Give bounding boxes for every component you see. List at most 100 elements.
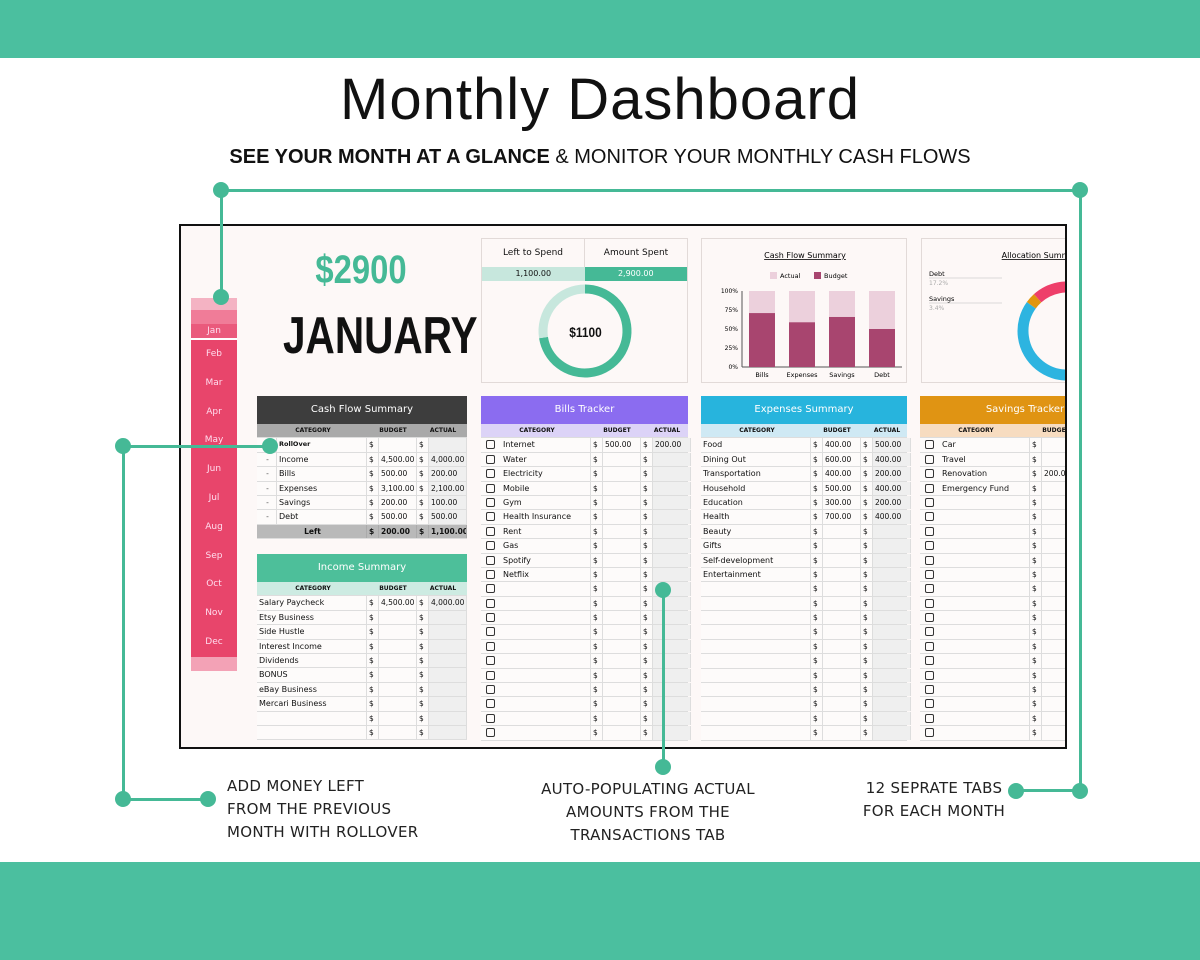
checkbox[interactable] (925, 713, 934, 723)
budget-value[interactable]: 500.00 (379, 510, 417, 524)
budget-value[interactable] (1042, 438, 1065, 451)
budget-value[interactable] (603, 596, 641, 611)
checkbox[interactable] (486, 440, 495, 450)
budget-value[interactable] (1042, 697, 1065, 710)
checkbox[interactable] (925, 613, 934, 623)
checkbox[interactable] (925, 454, 934, 464)
checkbox[interactable] (925, 584, 934, 594)
budget-value[interactable]: 600.00 (823, 452, 861, 467)
checkbox[interactable] (486, 670, 495, 680)
checkbox[interactable] (486, 512, 495, 522)
month-tab-jun[interactable]: Jun (191, 455, 237, 484)
budget-value[interactable] (1042, 669, 1065, 682)
checkbox[interactable] (486, 598, 495, 608)
budget-value[interactable] (1042, 726, 1065, 739)
budget-value[interactable] (1042, 568, 1065, 581)
budget-value[interactable] (603, 467, 641, 481)
checkbox[interactable] (486, 685, 495, 695)
budget-value[interactable]: 400.00 (823, 467, 861, 481)
budget-value[interactable] (823, 567, 861, 582)
checkbox[interactable] (486, 454, 495, 464)
budget-value[interactable] (603, 539, 641, 553)
budget-value[interactable] (603, 668, 641, 683)
month-tab-jul[interactable]: Jul (191, 483, 237, 513)
budget-value[interactable] (379, 625, 417, 639)
checkbox[interactable] (486, 497, 495, 507)
budget-value[interactable] (823, 625, 861, 639)
month-tab-dec[interactable]: Dec (191, 627, 237, 657)
month-tab-sep[interactable]: Sep (191, 541, 237, 571)
budget-value[interactable] (1042, 525, 1065, 538)
budget-value[interactable] (1042, 510, 1065, 523)
checkbox[interactable] (925, 541, 934, 551)
checkbox[interactable] (925, 627, 934, 637)
budget-value[interactable]: 300.00 (823, 495, 861, 510)
budget-value[interactable] (823, 697, 861, 711)
budget-value[interactable] (603, 582, 641, 596)
checkbox[interactable] (486, 569, 495, 579)
budget-value[interactable] (1042, 625, 1065, 638)
checkbox[interactable] (925, 670, 934, 680)
budget-value[interactable] (603, 495, 641, 510)
checkbox[interactable] (925, 728, 934, 738)
checkbox[interactable] (486, 483, 495, 493)
budget-value[interactable] (1042, 712, 1065, 725)
budget-value[interactable] (379, 711, 417, 725)
budget-value[interactable] (1042, 611, 1065, 624)
budget-value[interactable] (603, 481, 641, 495)
checkbox[interactable] (486, 713, 495, 723)
budget-value[interactable] (1042, 554, 1065, 567)
checkbox[interactable] (925, 526, 934, 536)
budget-value[interactable]: 200.00 (379, 495, 417, 510)
budget-value[interactable]: 3,100.00 (379, 481, 417, 495)
budget-value[interactable] (603, 639, 641, 654)
budget-value[interactable] (603, 697, 641, 711)
budget-value[interactable] (379, 653, 417, 668)
budget-value[interactable] (603, 553, 641, 567)
budget-value[interactable] (823, 582, 861, 596)
budget-value[interactable]: 500.00 (823, 481, 861, 495)
checkbox[interactable] (925, 469, 934, 479)
budget-value[interactable] (1042, 453, 1065, 466)
budget-value[interactable] (379, 438, 417, 452)
month-tab-apr[interactable]: Apr (191, 397, 237, 427)
budget-value[interactable] (1042, 496, 1065, 509)
checkbox[interactable] (486, 641, 495, 651)
checkbox[interactable] (486, 728, 495, 738)
budget-value[interactable] (379, 697, 417, 711)
budget-value[interactable]: 500.00 (379, 467, 417, 481)
budget-value[interactable] (1042, 582, 1065, 595)
checkbox[interactable] (925, 656, 934, 666)
budget-value[interactable] (603, 726, 641, 740)
budget-value[interactable] (603, 654, 641, 668)
budget-value[interactable] (823, 639, 861, 654)
budget-value[interactable] (603, 567, 641, 582)
checkbox[interactable] (486, 469, 495, 479)
checkbox[interactable] (925, 497, 934, 507)
budget-value[interactable] (823, 539, 861, 553)
budget-value[interactable] (1042, 539, 1065, 552)
budget-value[interactable] (1042, 482, 1065, 495)
budget-value[interactable] (603, 524, 641, 539)
checkbox[interactable] (925, 512, 934, 522)
checkbox[interactable] (925, 641, 934, 651)
checkbox[interactable] (486, 584, 495, 594)
budget-value[interactable]: 200.00 (1042, 467, 1065, 480)
checkbox[interactable] (925, 699, 934, 709)
budget-value[interactable] (823, 553, 861, 567)
budget-value[interactable] (603, 625, 641, 639)
month-tab-oct[interactable]: Oct (191, 570, 237, 600)
budget-value[interactable] (603, 510, 641, 524)
checkbox[interactable] (486, 613, 495, 623)
budget-value[interactable] (379, 610, 417, 625)
budget-value[interactable] (1042, 597, 1065, 610)
budget-value[interactable]: 700.00 (823, 510, 861, 524)
budget-value[interactable] (823, 611, 861, 625)
budget-value[interactable] (823, 668, 861, 683)
budget-value[interactable] (379, 639, 417, 653)
checkbox[interactable] (486, 627, 495, 637)
budget-value[interactable] (1042, 654, 1065, 667)
budget-value[interactable] (379, 668, 417, 682)
budget-value[interactable] (823, 683, 861, 697)
budget-value[interactable] (603, 711, 641, 726)
